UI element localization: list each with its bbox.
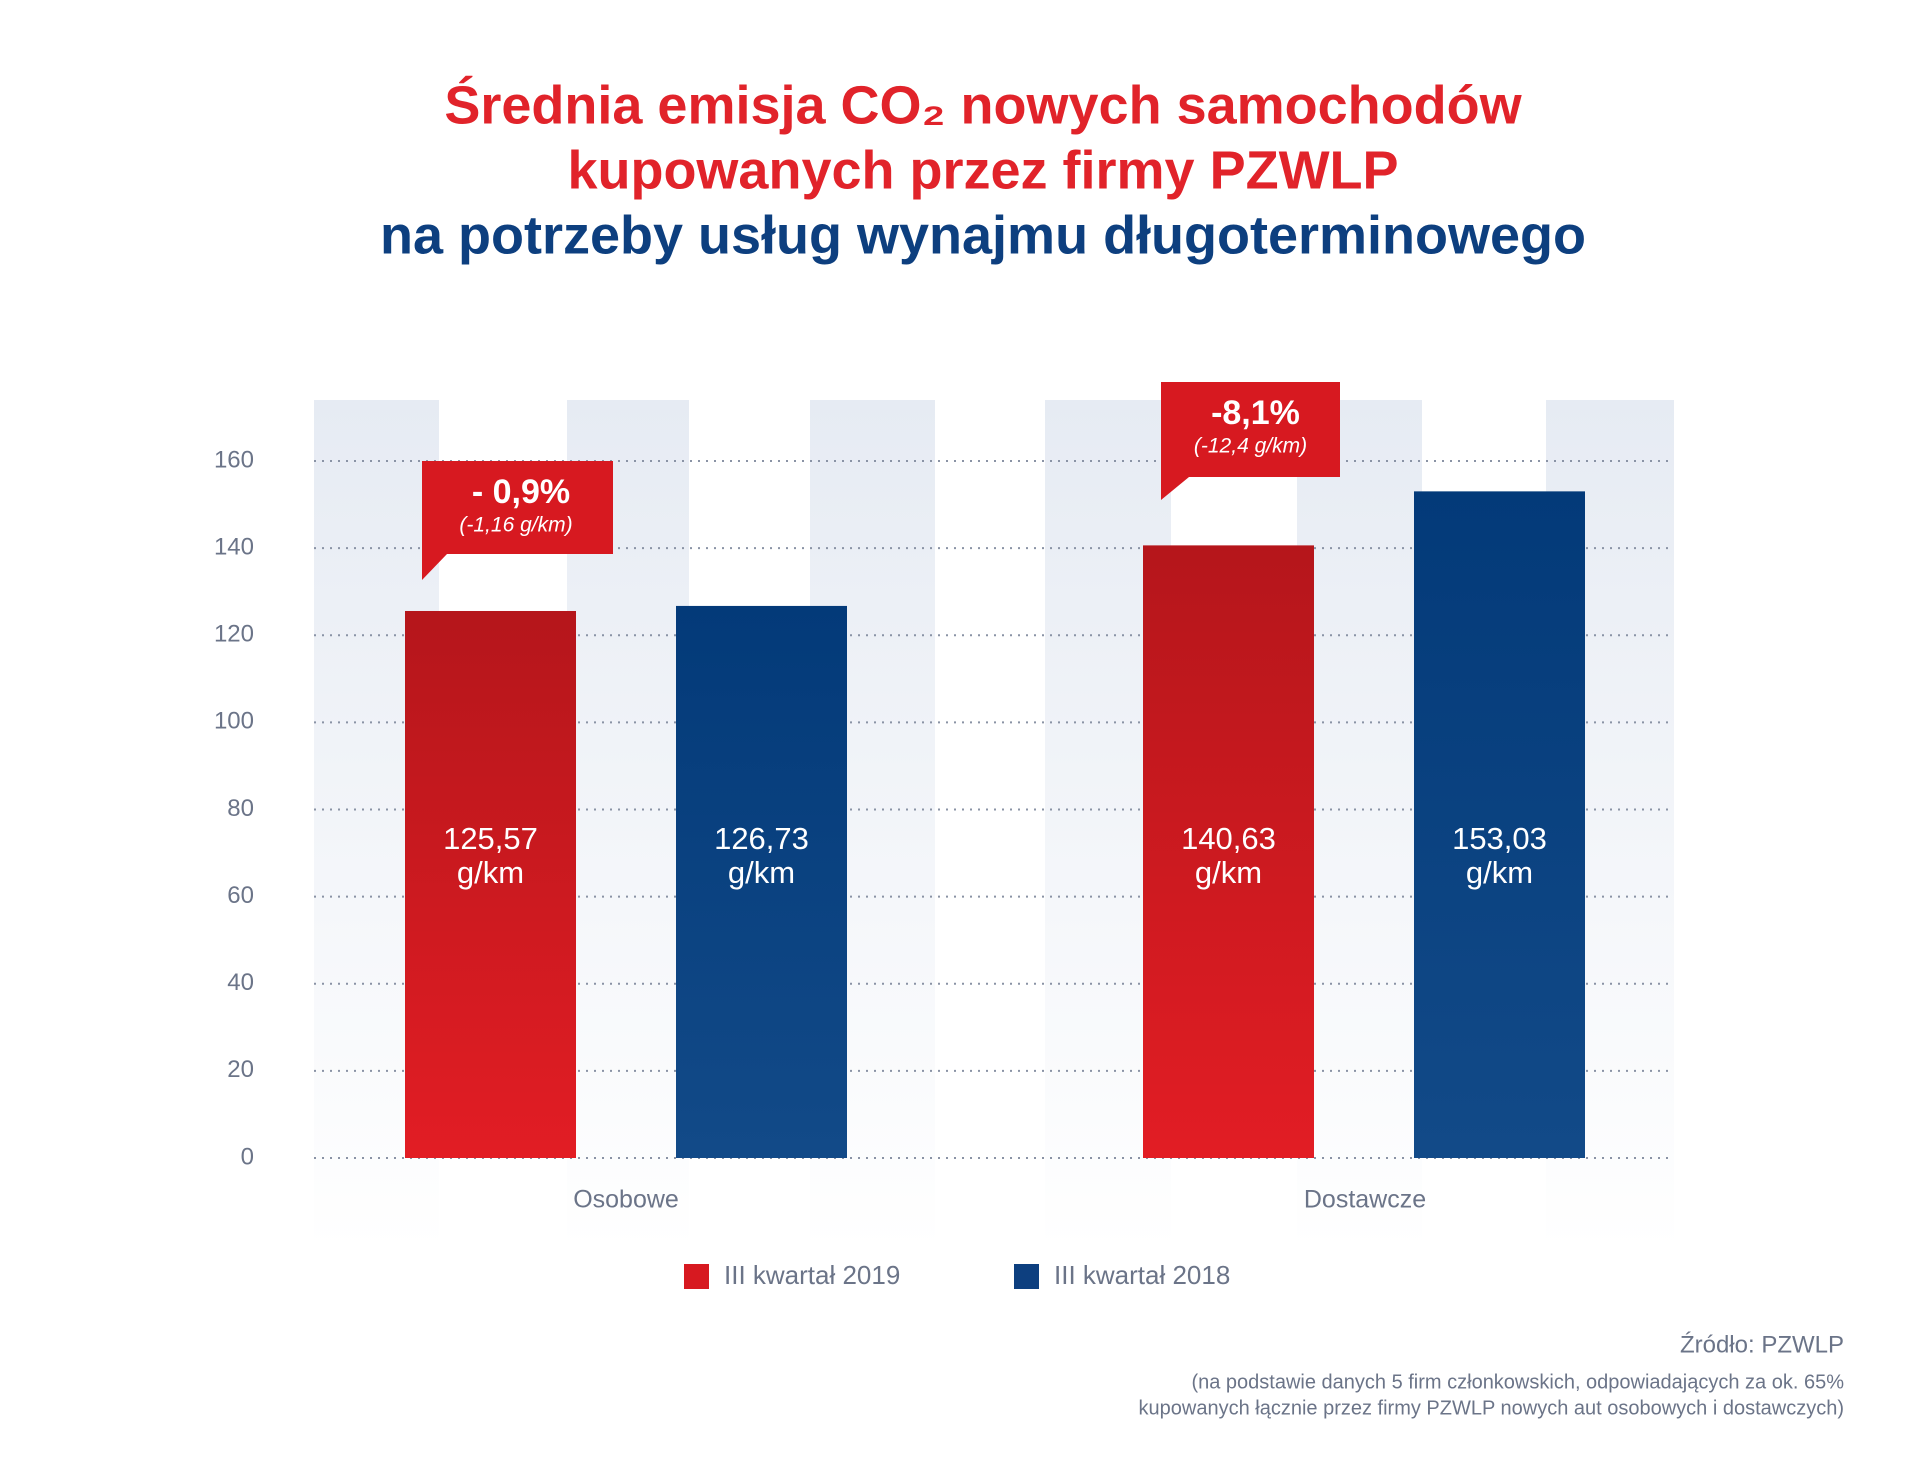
y-tick-label: 120: [214, 621, 254, 648]
value-label-box: 126,73 g/km: [714, 822, 809, 890]
legend-label: III kwartał 2018: [1054, 1260, 1230, 1290]
annotation: -8,1%: [1211, 394, 1300, 432]
legend-label: III kwartał 2019: [724, 1260, 900, 1290]
callout: [1161, 382, 1340, 500]
bar: [676, 605, 847, 1158]
bar: [405, 610, 576, 1158]
value-label: 125,57 g/km: [443, 822, 538, 890]
legend-swatch: [1014, 1264, 1039, 1289]
y-tick-label: 20: [227, 1056, 254, 1083]
background-stripes: [314, 400, 1674, 1250]
chart-title: kupowanych przez firmy PZWLP: [567, 140, 1398, 200]
x-tick-label: Dostawcze: [1304, 1186, 1426, 1214]
source: Źródło: PZWLP: [1680, 1331, 1844, 1358]
y-tick-label: 160: [214, 446, 254, 473]
chart-title: Średnia emisja CO₂ nowych samochodów: [444, 75, 1522, 135]
value-label: 140,63 g/km: [1181, 822, 1276, 890]
y-tick-label: 80: [227, 795, 254, 822]
note: (na podstawie danych 5 firm członkowskic…: [1191, 1371, 1844, 1393]
y-tick-label: 140: [214, 533, 254, 560]
value-label-box: 140,63 g/km: [1181, 822, 1276, 890]
legend-swatch: [684, 1264, 709, 1289]
bar: [1414, 491, 1585, 1159]
value-label: 126,73 g/km: [714, 822, 809, 890]
callout: [419, 461, 613, 580]
chart-subtitle: na potrzeby usług wynajmu długoterminowe…: [380, 205, 1586, 265]
value-label: 153,03 g/km: [1452, 822, 1547, 890]
x-tick-label: Osobowe: [573, 1186, 679, 1214]
annotation-detail: (-1,16 g/km): [459, 514, 572, 537]
y-tick-label: 40: [227, 969, 254, 996]
value-label-box: 125,57 g/km: [443, 822, 538, 890]
y-tick-label: 100: [214, 708, 254, 735]
annotation: - 0,9%: [472, 473, 570, 511]
bar: [1143, 545, 1314, 1158]
note: kupowanych łącznie przez firmy PZWLP now…: [1139, 1397, 1844, 1419]
y-tick-label: 0: [241, 1143, 254, 1170]
value-label-box: 153,03 g/km: [1452, 822, 1547, 890]
y-tick-label: 60: [227, 882, 254, 909]
annotation-detail: (-12,4 g/km): [1194, 435, 1307, 458]
